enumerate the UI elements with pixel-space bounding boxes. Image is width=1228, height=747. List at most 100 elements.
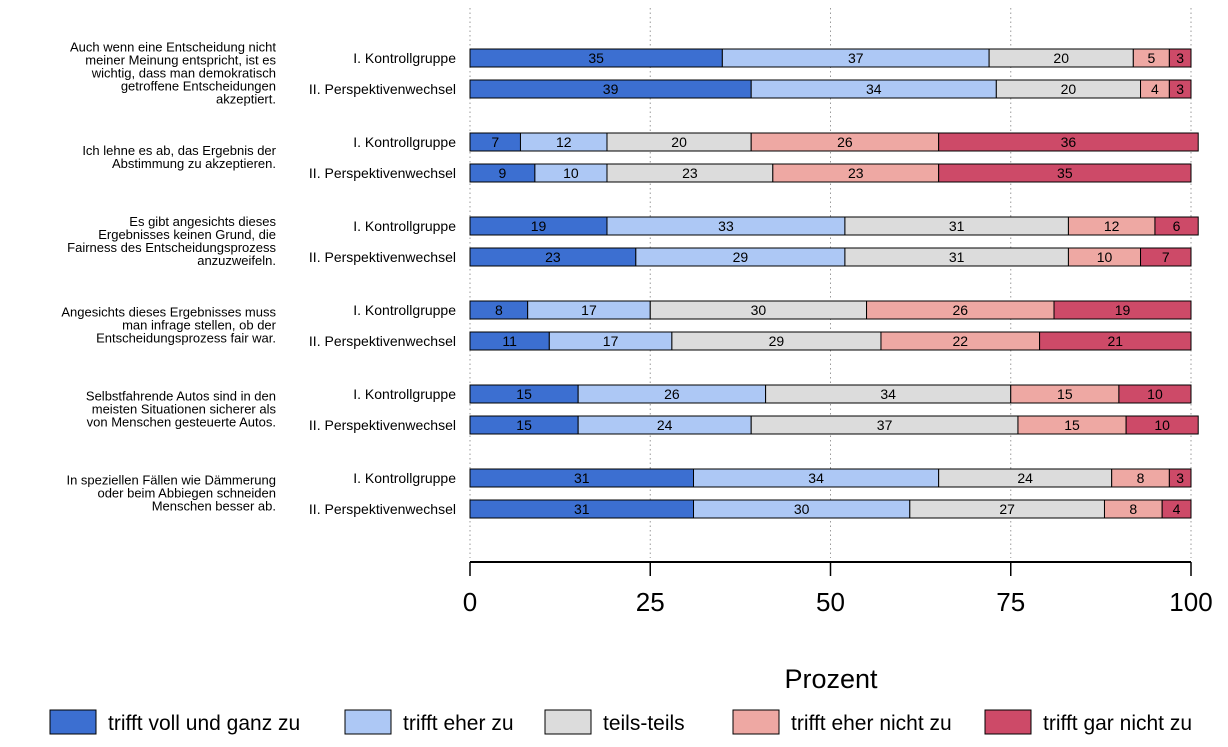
bar-value-label: 20 (671, 134, 687, 150)
bar-value-label: 15 (516, 386, 532, 402)
legend-label: trifft voll und ganz zu (108, 712, 300, 735)
row-labels: I. Kontrollgruppe II. Perspektivenwechsel… (61, 40, 456, 518)
bar-value-label: 30 (751, 302, 767, 318)
group-label: II. Perspektivenwechsel (309, 333, 456, 349)
x-tick-label: 75 (996, 587, 1025, 617)
bar-value-label: 20 (1053, 50, 1069, 66)
question-label: Selbstfahrende Autos sind in den meisten … (86, 389, 277, 430)
bar-value-label: 17 (603, 333, 619, 349)
group-label: I. Kontrollgruppe (353, 302, 456, 318)
bar-value-label: 19 (531, 218, 547, 234)
bar-value-label: 36 (1061, 134, 1077, 150)
legend: trifft voll und ganz zu trifft eher zu tei… (49, 709, 1192, 735)
bar-value-label: 10 (1147, 386, 1163, 402)
bar-value-label: 3 (1176, 81, 1184, 97)
bar-value-label: 7 (1162, 249, 1170, 265)
bar-value-label: 10 (1154, 417, 1170, 433)
bar-value-label: 22 (952, 333, 968, 349)
bar-segment (1053, 300, 1192, 320)
group-label: I. Kontrollgruppe (353, 386, 456, 402)
legend-label: trifft eher zu (403, 712, 514, 735)
bar-segment (1118, 384, 1192, 404)
bar-value-label: 9 (499, 165, 507, 181)
bar-value-label: 34 (866, 81, 882, 97)
bar-value-label: 4 (1151, 81, 1159, 97)
question-label: Angesichts dieses Ergebnisses muss man in… (61, 305, 276, 346)
x-axis-title: Prozent (784, 664, 878, 694)
bar-value-label: 24 (1017, 470, 1033, 486)
bar-value-label: 12 (1104, 218, 1120, 234)
bar-value-label: 8 (1137, 470, 1145, 486)
question-label: Ich lehne es ab, das Ergebnis der Abstimm… (82, 143, 276, 171)
question-label: Es gibt angesichts dieses Ergebnisses kei… (67, 214, 276, 268)
bar-value-label: 20 (1061, 81, 1077, 97)
bar-value-label: 31 (574, 501, 590, 517)
bar-segment (1140, 247, 1192, 267)
bar-value-label: 15 (516, 417, 532, 433)
bar-value-label: 31 (574, 470, 590, 486)
legend-swatch (344, 709, 392, 735)
group-label: I. Kontrollgruppe (353, 50, 456, 66)
legend-label: trifft gar nicht zu (1043, 712, 1192, 735)
bar-value-label: 17 (581, 302, 597, 318)
x-tick-label: 0 (463, 587, 477, 617)
legend-swatch (984, 709, 1032, 735)
bar-value-label: 31 (949, 218, 965, 234)
bar-value-label: 6 (1173, 218, 1181, 234)
bar-value-label: 15 (1064, 417, 1080, 433)
bar-value-label: 27 (999, 501, 1015, 517)
question-label: In speziellen Fällen wie Dämmerung oder b… (66, 473, 276, 514)
bar-value-label: 19 (1115, 302, 1131, 318)
bar-value-label: 23 (545, 249, 561, 265)
x-tick-label: 50 (816, 587, 845, 617)
legend-label: teils-teils (603, 712, 685, 735)
bar-value-label: 7 (491, 134, 499, 150)
bar-value-label: 29 (769, 333, 785, 349)
group-label: II. Perspektivenwechsel (309, 417, 456, 433)
bar-segment (1168, 48, 1192, 68)
bar-value-label: 5 (1147, 50, 1155, 66)
bar-value-label: 26 (952, 302, 968, 318)
bar-value-label: 23 (848, 165, 864, 181)
group-label: I. Kontrollgruppe (353, 470, 456, 486)
bar-value-label: 26 (837, 134, 853, 150)
bar-segment (1154, 216, 1199, 236)
bar-segment (1168, 468, 1192, 488)
question-label: Auch wenn eine Entscheidung nicht meiner … (70, 40, 276, 107)
bar-segment (1161, 499, 1192, 519)
bar-value-label: 35 (588, 50, 604, 66)
bar-value-label: 23 (682, 165, 698, 181)
bar-value-label: 29 (733, 249, 749, 265)
legend-swatch (732, 709, 780, 735)
legend-swatch (49, 709, 97, 735)
bar-value-label: 4 (1173, 501, 1181, 517)
bar-value-label: 10 (563, 165, 579, 181)
bar-value-label: 11 (502, 333, 517, 349)
group-label: II. Perspektivenwechsel (309, 81, 456, 97)
x-tick-label: 25 (636, 587, 665, 617)
bar-segment (1039, 331, 1192, 351)
bar-value-label: 26 (664, 386, 680, 402)
bar-segment (1168, 79, 1192, 99)
bar-value-label: 24 (657, 417, 673, 433)
group-label: I. Kontrollgruppe (353, 134, 456, 150)
grid-lines (469, 8, 1192, 558)
bar-value-label: 39 (603, 81, 619, 97)
legend-swatch (544, 709, 592, 735)
group-label: II. Perspektivenwechsel (309, 249, 456, 265)
bar-value-label: 37 (848, 50, 864, 66)
bar-value-label: 21 (1108, 333, 1124, 349)
group-label: I. Kontrollgruppe (353, 218, 456, 234)
bar-value-label: 10 (1097, 249, 1113, 265)
bar-segment (1125, 415, 1199, 435)
bar-value-label: 15 (1057, 386, 1073, 402)
bar-segment (938, 132, 1199, 152)
bar-value-label: 8 (1129, 501, 1137, 517)
bar-value-label: 30 (794, 501, 810, 517)
bar-segment (938, 163, 1192, 183)
bar-value-label: 8 (495, 302, 503, 318)
bar-value-label: 3 (1176, 470, 1184, 486)
bar-value-label: 3 (1176, 50, 1184, 66)
x-axis: Prozent 0 25 50 75 100 (463, 561, 1213, 694)
